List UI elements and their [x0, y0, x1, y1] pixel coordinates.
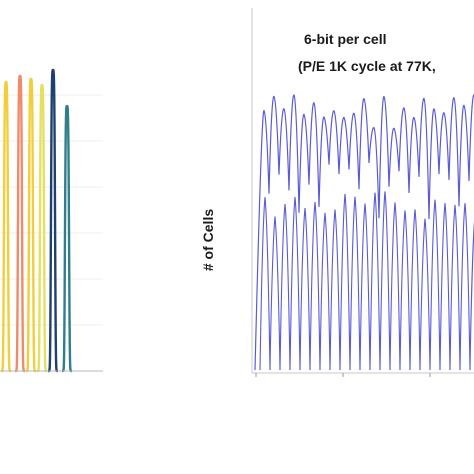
right-distribution-flank — [419, 218, 431, 371]
right-x-ticks — [255, 373, 431, 377]
right-distribution-flank — [359, 203, 371, 371]
right-distribution-flank — [369, 192, 381, 371]
right-chart: # of Cells 6-bit per cell (P/E 1K cycle … — [200, 8, 474, 377]
left-chart — [0, 68, 103, 373]
left-series-curve — [15, 74, 25, 373]
right-distribution-flank — [259, 197, 271, 371]
right-distribution-flank — [279, 204, 291, 371]
right-distribution-flank — [269, 216, 281, 371]
right-distribution-flank — [469, 220, 474, 371]
right-distribution-flank — [339, 194, 351, 371]
right-curves — [254, 94, 474, 371]
left-curves — [1, 68, 72, 373]
right-distribution-flank — [429, 199, 441, 371]
left-series-curve — [48, 68, 58, 373]
annotation-line-2: (P/E 1K cycle at 77K, — [298, 58, 436, 74]
right-distribution-flank — [459, 203, 471, 371]
left-series-curve — [26, 77, 36, 373]
right-distribution-flank — [399, 210, 411, 371]
right-distribution-flank — [389, 202, 401, 371]
right-distribution-flank — [329, 209, 341, 371]
left-series-curve — [37, 83, 47, 373]
right-distribution-flank — [319, 212, 331, 371]
left-series-curve — [62, 104, 72, 373]
right-distribution-flank — [409, 209, 421, 371]
right-distribution-flank — [289, 197, 301, 371]
annotation-line-1: 6-bit per cell — [304, 31, 386, 47]
right-distribution-flank — [379, 191, 391, 371]
right-distribution-flank — [299, 208, 311, 371]
right-distribution-upper — [254, 94, 474, 371]
left-series-curve — [1, 80, 11, 373]
right-distribution-flank — [309, 202, 321, 371]
right-y-axis-label: # of Cells — [200, 209, 216, 271]
right-distribution-flank — [449, 204, 461, 371]
right-distribution-flank — [439, 203, 451, 371]
right-distribution-flank — [349, 196, 361, 371]
